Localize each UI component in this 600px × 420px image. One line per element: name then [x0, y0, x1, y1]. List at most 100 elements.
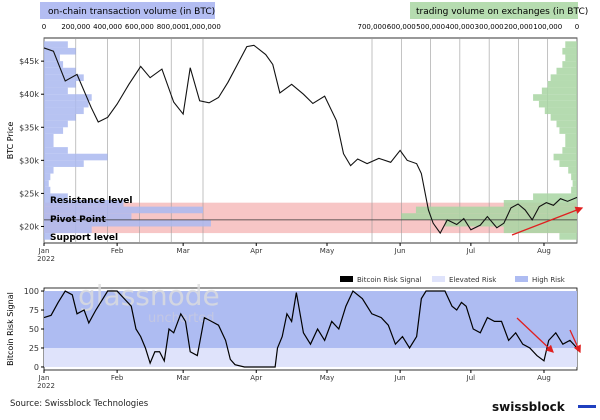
- exchange-tick-label: 200,000: [504, 23, 533, 31]
- onchain-volume-bar: [44, 120, 68, 128]
- exchange-volume-bar: [562, 61, 577, 68]
- onchain-tick-label: 0: [42, 23, 46, 31]
- trend-arrow: [511, 206, 584, 236]
- legend-swatch: [340, 276, 353, 282]
- exchange-axis-label: trading volume on exchanges (in BTC): [416, 7, 588, 17]
- watermark-uncharted: uncharted: [148, 311, 215, 326]
- exchange-volume-bar: [401, 213, 577, 220]
- exchange-volume-bar: [553, 153, 577, 161]
- legend-item: Bitcoin Risk Signal: [357, 276, 422, 284]
- onchain-volume-bar: [44, 173, 51, 181]
- exchange-volume-bar: [541, 87, 577, 95]
- onchain-volume-bar: [44, 114, 76, 121]
- price-x-tick-label: Jun: [394, 247, 406, 255]
- exchange-volume-bar: [565, 140, 577, 148]
- onchain-volume-bar: [44, 147, 68, 154]
- onchain-volume-bar: [44, 80, 76, 88]
- price-tick-label: $20k: [19, 222, 39, 231]
- exchange-volume-bar: [565, 133, 577, 141]
- support-label: Support level: [50, 233, 118, 243]
- risk-arrow: [516, 317, 554, 353]
- exchange-volume-bar: [562, 147, 577, 154]
- risk-x-tick-label: Feb: [111, 374, 124, 382]
- brand-logo-mark: [578, 405, 596, 408]
- onchain-volume-bar: [44, 41, 68, 48]
- risk-x-tick-label: Apr: [250, 374, 262, 382]
- exchange-volume-bar: [547, 80, 577, 88]
- exchange-label-box: [410, 2, 578, 19]
- price-x-tick-label: Mar: [177, 247, 190, 255]
- price-axis-label: BTC Price: [6, 122, 15, 160]
- price-tick-label: $25k: [19, 189, 39, 198]
- brand-logo: swissblock: [492, 400, 566, 414]
- onchain-volume-bar: [44, 200, 124, 207]
- exchange-volume-bar: [415, 206, 577, 214]
- exchange-volume-bar: [556, 67, 577, 75]
- risk-tick-label: 25: [29, 344, 39, 353]
- onchain-tick-label: 800,000: [157, 23, 186, 31]
- exchange-volume-bar: [571, 186, 577, 194]
- risk-tick-label: 0: [34, 363, 39, 372]
- exchange-volume-bar: [538, 100, 577, 108]
- price-tick-label: $35k: [19, 123, 39, 132]
- risk-x-tick-label: Jul: [466, 374, 476, 382]
- exchange-volume-bar: [559, 233, 577, 240]
- source-text: Source: Swissblock Technologies: [10, 399, 149, 409]
- onchain-volume-bar: [44, 206, 203, 214]
- onchain-volume-bar: [44, 67, 76, 75]
- btc-price-line: [43, 44, 578, 235]
- exchange-tick-label: 500,000: [416, 23, 445, 31]
- exchange-volume-bar: [559, 127, 577, 134]
- onchain-volume-bar: [44, 160, 84, 167]
- exchange-volume-bar: [562, 47, 577, 55]
- risk-x-tick-label: Aug: [537, 374, 551, 382]
- legend-item: Elevated Risk: [449, 276, 497, 284]
- exchange-tick-label: 100,000: [533, 23, 562, 31]
- onchain-volume-bar: [44, 226, 92, 234]
- onchain-volume-bar: [44, 133, 54, 141]
- risk-x-tick-label: Mar: [177, 374, 190, 382]
- onchain-volume-bar: [44, 233, 52, 240]
- exchange-volume-bar: [503, 226, 577, 234]
- price-x-tick-label: Aug: [537, 247, 551, 255]
- exchange-tick-label: 0: [575, 23, 579, 31]
- onchain-volume-bar: [44, 100, 89, 108]
- onchain-volume-bar: [44, 166, 54, 174]
- exchange-volume-bar: [533, 193, 577, 201]
- price-x-tick-label: Apr: [250, 247, 262, 255]
- elevated-risk-band: [44, 347, 577, 367]
- onchain-tick-label: 1,000,000: [185, 23, 221, 31]
- onchain-volume-bar: [44, 87, 68, 95]
- onchain-volume-bar: [44, 54, 60, 62]
- exchange-volume-bar: [565, 41, 577, 48]
- watermark-glassnode: glassnode: [78, 279, 220, 312]
- exchange-volume-bar: [572, 180, 577, 187]
- legend-swatch: [515, 276, 528, 282]
- risk-tick-label: 100: [24, 287, 39, 296]
- onchain-volume-bar: [44, 107, 84, 115]
- onchain-volume-bar: [44, 61, 64, 68]
- risk-x-tick-label: 2022: [37, 382, 55, 390]
- onchain-volume-bar: [44, 94, 92, 101]
- price-x-tick-label: Feb: [111, 247, 124, 255]
- price-tick-label: $30k: [19, 156, 39, 165]
- price-x-tick-label: May: [320, 247, 334, 255]
- price-x-tick-label: Jan: [38, 247, 50, 255]
- exchange-tick-label: 300,000: [475, 23, 504, 31]
- exchange-volume-bar: [550, 114, 577, 121]
- risk-arrow: [569, 329, 581, 354]
- risk-tick-label: 75: [29, 306, 39, 315]
- price-tick-label: $45k: [19, 57, 39, 66]
- price-tick-label: $40k: [19, 90, 39, 99]
- onchain-volume-bar: [44, 219, 211, 227]
- onchain-volume-bar: [44, 186, 51, 194]
- legend-swatch: [432, 276, 445, 282]
- exchange-tick-label: 400,000: [445, 23, 474, 31]
- resistance-label: Resistance level: [50, 196, 132, 206]
- price-x-tick-label: Jul: [466, 247, 476, 255]
- legend-item: High Risk: [532, 276, 566, 284]
- onchain-tick-label: 400,000: [93, 23, 122, 31]
- exchange-volume-bar: [556, 120, 577, 128]
- onchain-volume-bar: [44, 127, 64, 134]
